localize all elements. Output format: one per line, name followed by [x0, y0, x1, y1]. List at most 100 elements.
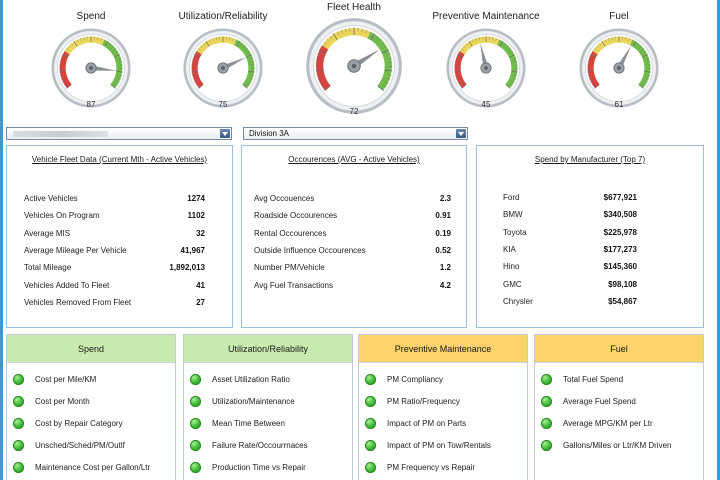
gauge-tick [316, 74, 321, 76]
kpi-card-header[interactable]: Fuel [535, 335, 703, 363]
gauge-band [101, 39, 123, 89]
gauge-tick [590, 80, 594, 83]
kpi-item[interactable]: Cost per Mile/KM [7, 373, 175, 387]
kpi-item-label: Cost per Month [35, 397, 90, 406]
row-label: Avg Fuel Transactions [254, 280, 334, 290]
row-value: 2.3 [439, 194, 451, 203]
gauge-tick [61, 77, 65, 80]
kpi-item[interactable]: PM Ratio/Frequency [359, 395, 527, 409]
gauge-tick [65, 48, 69, 51]
panel-title[interactable]: Spend by Manufacturer (Top 7) [534, 155, 646, 164]
kpi-item[interactable]: Failure Rate/Occourrnaces [184, 439, 352, 453]
gauge-tick [118, 74, 122, 76]
gauge-tick [601, 40, 606, 47]
division-dropdown[interactable]: Division 3A [243, 127, 468, 140]
gauge-tick [639, 45, 642, 48]
gauge-tick [596, 45, 599, 48]
gauge-band [59, 50, 72, 89]
gauge-tick [471, 39, 474, 43]
gauge-tick [248, 80, 252, 83]
kpi-item-label: Production Time vs Repair [212, 463, 306, 472]
kpi-item[interactable]: Impact of PM on Parts [359, 417, 527, 431]
redacted-value [13, 131, 108, 137]
data-row: Vehicles Added To Fleet 41 [7, 281, 232, 293]
row-label: GMC [503, 279, 522, 289]
data-row: Chrysler $54,867 [477, 297, 703, 309]
status-green-icon [365, 374, 376, 385]
gauge-tick [384, 69, 393, 72]
gauge-tick [511, 71, 518, 73]
chevron-down-icon[interactable] [456, 129, 466, 138]
panel-title[interactable]: Occourences (AVG - Active Vehicles) [288, 155, 420, 164]
status-green-icon [365, 396, 376, 407]
kpi-item[interactable]: Gallons/Miles or Ltr/KM Driven [535, 439, 703, 453]
kpi-card-header[interactable]: Utilization/Reliability [184, 335, 352, 363]
gauge-title: Spend [76, 11, 106, 22]
gauge-tick [387, 74, 392, 76]
data-row: Ford $677,921 [477, 193, 703, 205]
kpi-item[interactable]: Total Fuel Spend [535, 373, 703, 387]
kpi-item[interactable]: Impact of PM on Tow/Rentals [359, 439, 527, 453]
chevron-down-icon[interactable] [220, 129, 230, 138]
gauge-tick [458, 51, 462, 54]
kpi-item[interactable]: Production Time vs Repair [184, 461, 352, 475]
row-value: $340,508 [603, 210, 637, 220]
kpi-item[interactable]: Average Fuel Spend [535, 395, 703, 409]
gauge-tick [382, 49, 390, 54]
gauge-tick [316, 57, 320, 59]
gauge-tick [208, 39, 211, 43]
gauge-tick [242, 84, 248, 89]
gauge-tick [384, 81, 389, 84]
region-dropdown[interactable] [6, 127, 232, 140]
panel-title[interactable]: Vehicle Fleet Data (Current Mth - Active… [31, 155, 208, 164]
gauge-tick [60, 74, 64, 76]
kpi-item[interactable]: Mean Time Between [184, 417, 352, 431]
kpi-item[interactable]: Asset Utilization Ratio [184, 373, 352, 387]
data-row: Number PM/Vehicle 1.2 [242, 263, 466, 275]
kpi-item[interactable]: Utilization/Maintenance [184, 395, 352, 409]
row-value: $177,273 [603, 244, 637, 254]
gauge-tick [459, 83, 463, 86]
kpi-item-label: PM Compliancy [387, 375, 444, 384]
gauge-tick [590, 54, 596, 58]
row-value: 0.52 [435, 245, 451, 255]
kpi-item[interactable]: PM Compliancy [359, 373, 527, 387]
kpi-item[interactable]: PM Frequency vs Repair [359, 461, 527, 475]
row-label: Average Mileage Per Vehicle [24, 245, 127, 255]
gauge-tick [251, 61, 255, 63]
kpi-item[interactable]: Unsched/Sched/PM/Outlf [7, 439, 175, 453]
row-value: $54,867 [608, 296, 637, 306]
kpi-card-header[interactable]: Spend [7, 335, 175, 363]
row-value: 1,892,013 [169, 263, 205, 273]
kpi-card-header[interactable]: Preventive Maintenance [359, 335, 527, 363]
gauge-tick [62, 54, 68, 58]
gauge-tick [475, 37, 477, 41]
gauge-tick [386, 78, 391, 80]
gauge-tick [492, 36, 494, 40]
kpi-item[interactable]: Cost by Repair Category [7, 417, 175, 431]
kpi-item[interactable]: Cost per Month [7, 395, 175, 409]
gauge-band [233, 39, 255, 89]
row-value: 4.2 [439, 280, 451, 290]
gauge-tick [457, 54, 463, 58]
gauge-tick [329, 35, 333, 40]
data-row: Vehicles Removed From Fleet 27 [7, 298, 232, 310]
gauge-tick [370, 33, 376, 40]
gauge-tick [116, 71, 123, 73]
kpi-item-label: Impact of PM on Parts [387, 419, 467, 428]
gauge-tick [119, 61, 123, 63]
gauge-tick [202, 43, 206, 46]
gauge-tick [455, 74, 459, 76]
row-label: Vehicles On Program [24, 211, 100, 221]
gauge-tick [66, 84, 72, 89]
kpi-item[interactable]: Average MPG/KM per Ltr [535, 417, 703, 431]
kpi-item[interactable]: Maintenance Cost per Gallon/Ltr [7, 461, 175, 475]
gauge-tick [513, 57, 517, 60]
status-green-icon [190, 374, 201, 385]
gauge-tick [625, 36, 627, 40]
gauge-tick [192, 74, 196, 76]
gauge-tick [508, 48, 512, 51]
gauge-tick [321, 85, 326, 88]
row-label: KIA [503, 244, 516, 254]
kpi-item-label: PM Ratio/Frequency [387, 397, 460, 406]
